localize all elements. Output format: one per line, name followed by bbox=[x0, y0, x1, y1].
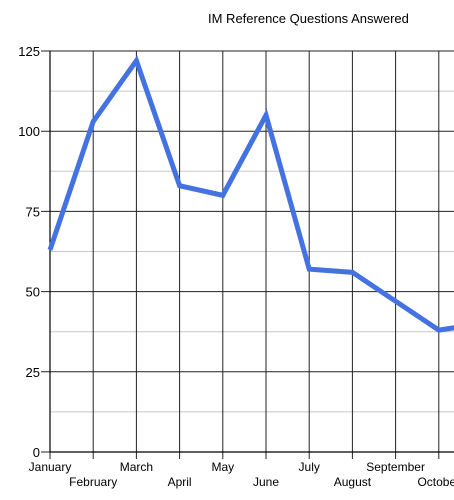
chart-title: IM Reference Questions Answered bbox=[208, 11, 409, 26]
y-tick-label: 75 bbox=[26, 204, 40, 219]
x-tick-label: July bbox=[299, 460, 320, 474]
y-tick-label: 0 bbox=[33, 445, 40, 460]
x-tick-label: January bbox=[29, 460, 72, 474]
x-tick-label: March bbox=[120, 460, 153, 474]
x-tick-label: October bbox=[417, 475, 454, 489]
y-tick-label: 125 bbox=[18, 44, 40, 59]
x-tick-label: February bbox=[69, 475, 117, 489]
x-tick-label: June bbox=[253, 475, 279, 489]
x-tick-label: May bbox=[211, 460, 234, 474]
series-line bbox=[47, 55, 454, 333]
x-tick-label: April bbox=[168, 475, 192, 489]
y-tick-label: 100 bbox=[18, 124, 40, 139]
x-tick-label: September bbox=[366, 460, 425, 474]
x-tick-label: August bbox=[334, 475, 372, 489]
y-tick-label: 25 bbox=[26, 365, 40, 380]
y-tick-label: 50 bbox=[26, 285, 40, 300]
